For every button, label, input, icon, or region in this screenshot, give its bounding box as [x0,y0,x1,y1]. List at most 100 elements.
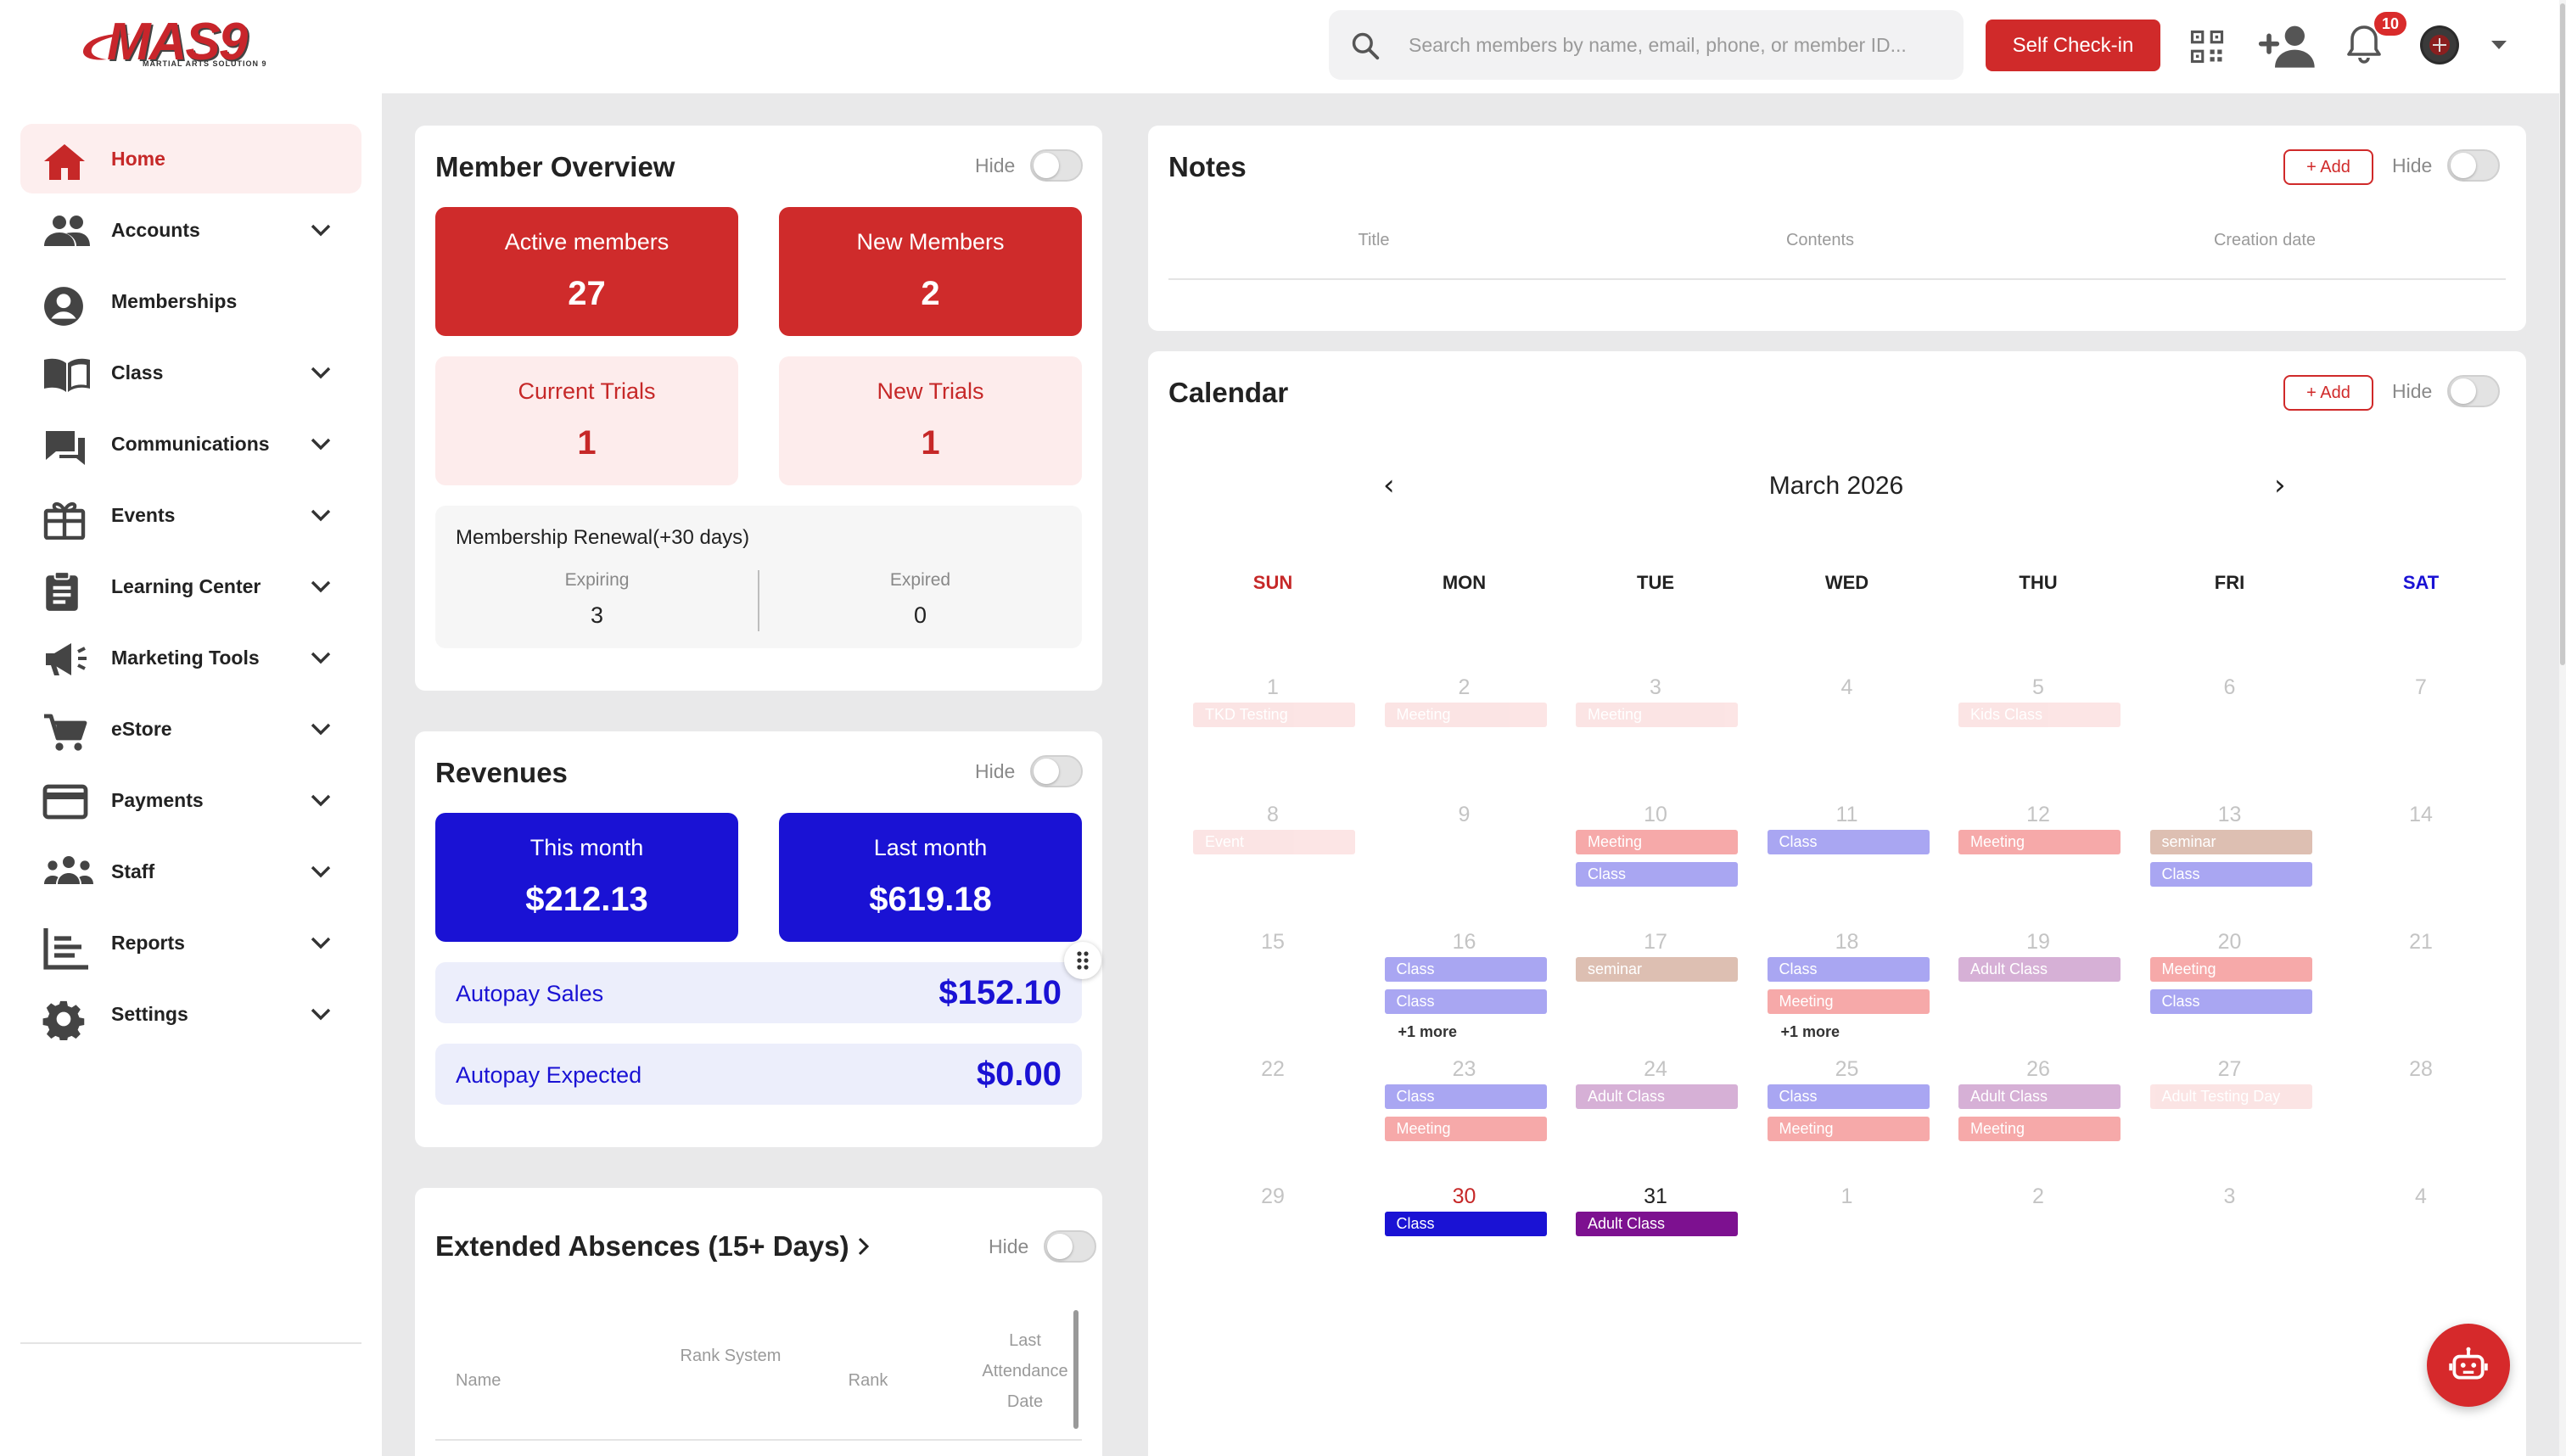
calendar-event[interactable]: Meeting [1576,830,1738,854]
calendar-day[interactable]: 3 [1650,675,1661,699]
absences-scrollbar[interactable] [1073,1310,1079,1429]
calendar-day[interactable]: 22 [1261,1057,1285,1081]
member-overview-hide[interactable]: Hide [975,149,1084,182]
calendar-day[interactable]: 13 [2217,803,2242,826]
chevron-down-icon[interactable] [309,647,333,669]
add-event-button[interactable]: + Add [2283,375,2373,411]
calendar-day[interactable]: 7 [2415,675,2427,699]
revenues-hide[interactable]: Hide [975,755,1084,787]
chevron-down-icon[interactable] [309,219,333,241]
sidebar-item-marketing-tools[interactable]: Marketing Tools [20,623,361,692]
calendar-day[interactable]: 30 [1452,1184,1476,1208]
mas9-logo[interactable]: MAS9 MARTIAL ARTS SOLUTION 9 [81,15,289,71]
calendar-day[interactable]: 9 [1458,803,1471,826]
chevron-down-icon[interactable] [309,789,333,811]
calendar-day[interactable]: 19 [2026,930,2050,954]
sidebar-item-home[interactable]: Home [20,124,361,193]
calendar-day[interactable]: 2 [2032,1184,2044,1208]
calendar-event[interactable]: Class [2149,862,2312,887]
calendar-day[interactable]: 3 [2223,1184,2236,1208]
absences-chevron-right-icon[interactable] [854,1235,873,1257]
chevron-down-icon[interactable] [309,718,333,740]
add-note-button[interactable]: + Add [2283,149,2373,185]
calendar-day[interactable]: 12 [2026,803,2050,826]
user-avatar[interactable] [2420,25,2459,64]
chevron-down-icon[interactable] [309,932,333,954]
calendar-day[interactable]: 1 [1840,1184,1853,1208]
sidebar-item-staff[interactable]: Staff [20,837,361,906]
expired-value[interactable]: 0 [913,602,927,628]
calendar-event[interactable]: Meeting [1576,703,1738,727]
calendar-event[interactable]: Meeting [1767,1117,1930,1141]
calendar-event[interactable]: Adult Class [1576,1084,1738,1109]
calendar-event[interactable]: seminar [2149,830,2312,854]
calendar-day[interactable]: 26 [2026,1057,2050,1081]
member-search[interactable] [1329,10,1964,80]
sidebar-item-class[interactable]: Class [20,338,361,407]
calendar-event[interactable]: Adult Class [1958,957,2121,982]
calendar-event[interactable]: Class [1384,1084,1547,1109]
member-overview-hide-toggle[interactable] [1030,149,1084,182]
chevron-down-icon[interactable] [309,575,333,597]
calendar-event[interactable]: Meeting [1384,1117,1547,1141]
chevron-down-icon[interactable] [309,504,333,526]
more-events-link[interactable]: +1 more [1780,1023,1840,1040]
revenues-hide-toggle[interactable] [1030,755,1084,787]
calendar-day[interactable]: 14 [2409,803,2433,826]
sidebar-item-accounts[interactable]: Accounts [20,195,361,265]
calendar-event[interactable]: Kids Class [1958,703,2121,727]
calendar-day[interactable]: 5 [2032,675,2044,699]
absences-hide-toggle[interactable] [1044,1230,1097,1263]
calendar-day[interactable]: 8 [1267,803,1279,826]
add-member-icon[interactable] [2257,22,2317,70]
new-members-stat[interactable]: New Members 2 [779,207,1082,336]
sidebar-item-communications[interactable]: Communications [20,409,361,479]
calendar-event[interactable]: Class [1384,957,1547,982]
chevron-down-icon[interactable] [309,860,333,882]
bell-icon[interactable] [2344,22,2384,66]
calendar-hide[interactable]: Hide [2392,375,2501,407]
calendar-event[interactable]: seminar [1576,957,1738,982]
calendar-day[interactable]: 1 [1267,675,1279,699]
calendar-hide-toggle[interactable] [2447,375,2501,407]
qr-code-icon[interactable] [2189,29,2225,64]
notes-hide-toggle[interactable] [2447,149,2501,182]
next-month-button[interactable]: › [2274,468,2286,502]
calendar-event[interactable]: Meeting [1958,830,2121,854]
chevron-down-icon[interactable] [309,433,333,455]
sidebar-item-payments[interactable]: Payments [20,765,361,835]
calendar-day[interactable]: 10 [1644,803,1667,826]
calendar-event[interactable]: Class [1767,830,1930,854]
calendar-event[interactable]: Class [2149,989,2312,1014]
calendar-day[interactable]: 29 [1261,1184,1285,1208]
sidebar-item-events[interactable]: Events [20,480,361,550]
drag-handle[interactable] [1064,942,1101,979]
calendar-day[interactable]: 25 [1835,1057,1859,1081]
calendar-day[interactable]: 6 [2223,675,2236,699]
sidebar-item-estore[interactable]: eStore [20,694,361,764]
current-trials-stat[interactable]: Current Trials 1 [435,356,738,485]
calendar-event[interactable]: Class [1576,862,1738,887]
page-scrollbar-thumb[interactable] [2560,3,2565,665]
chatbot-button[interactable] [2427,1324,2510,1407]
calendar-day[interactable]: 15 [1261,930,1285,954]
calendar-day[interactable]: 23 [1452,1057,1476,1081]
calendar-event[interactable]: Meeting [2149,957,2312,982]
page-scrollbar[interactable] [2559,0,2566,1456]
calendar-event[interactable]: Event [1193,830,1355,854]
calendar-day[interactable]: 31 [1644,1184,1667,1208]
sidebar-item-learning-center[interactable]: Learning Center [20,552,361,621]
calendar-day[interactable]: 4 [1840,675,1853,699]
calendar-day[interactable]: 16 [1452,930,1476,954]
absences-hide[interactable]: Hide [989,1230,1097,1263]
calendar-day[interactable]: 24 [1644,1057,1667,1081]
notes-hide[interactable]: Hide [2392,149,2501,182]
sidebar-item-reports[interactable]: Reports [20,908,361,977]
calendar-day[interactable]: 27 [2217,1057,2242,1081]
calendar-event[interactable]: Class [1767,957,1930,982]
calendar-event[interactable]: Adult Class [1958,1084,2121,1109]
calendar-event[interactable]: Adult Testing Day [2149,1084,2312,1109]
calendar-day[interactable]: 4 [2415,1184,2427,1208]
calendar-event[interactable]: Adult Class [1576,1212,1738,1236]
self-checkin-button[interactable]: Self Check-in [1986,20,2160,71]
